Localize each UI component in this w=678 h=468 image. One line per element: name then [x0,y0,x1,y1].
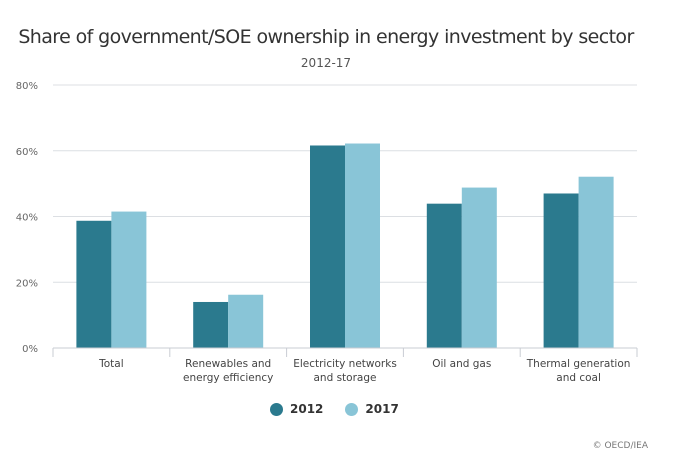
legend-label-2017: 2017 [365,402,399,416]
chart-subtitle: 2012-17 [300,56,352,70]
x-tick-label: Total [98,358,124,370]
legend-item-2017[interactable]: 2017 [345,402,399,416]
bar-2017[interactable] [461,187,497,348]
y-tick-label: 20% [16,278,38,289]
bar-2017[interactable] [111,211,147,348]
bar-chart: 0% 20% 40% 60% 80% Total Renewables and energy… [16,81,638,384]
y-tick-label: 80% [16,81,38,92]
source-credit: © OECD/IEA [592,441,648,451]
legend-marker-2012 [270,402,283,416]
bar-2012[interactable] [426,203,462,348]
legend-marker-2017 [345,402,359,416]
y-tick-label: 40% [16,213,38,224]
x-tick-label: Electricity networks and storage [293,358,397,384]
x-tick-label: Oil and gas [432,358,491,370]
bars [76,143,614,348]
y-tick-label: 60% [16,147,38,158]
bar-2017[interactable] [345,143,380,348]
bar-2017[interactable] [578,176,614,348]
bar-2012[interactable] [543,193,579,348]
chart-title: Share of government/SOE ownership in ene… [18,26,634,48]
y-axis: 0% 20% 40% 60% 80% [16,81,38,355]
bar-2012[interactable] [310,145,345,348]
y-tick-label: 0% [22,344,38,355]
bar-2012[interactable] [193,301,229,348]
x-tick-label: Thermal generation and coal [526,358,631,384]
legend-item-2012[interactable]: 2012 [270,402,323,416]
x-tick-label: Renewables and energy efficiency [183,358,273,384]
bar-2012[interactable] [76,220,112,348]
legend: 2012 2017 [270,402,421,416]
bar-2017[interactable] [228,294,264,348]
legend-label-2012: 2012 [290,402,324,416]
x-axis: Total Renewables and energy efficiency Elec… [52,347,638,384]
